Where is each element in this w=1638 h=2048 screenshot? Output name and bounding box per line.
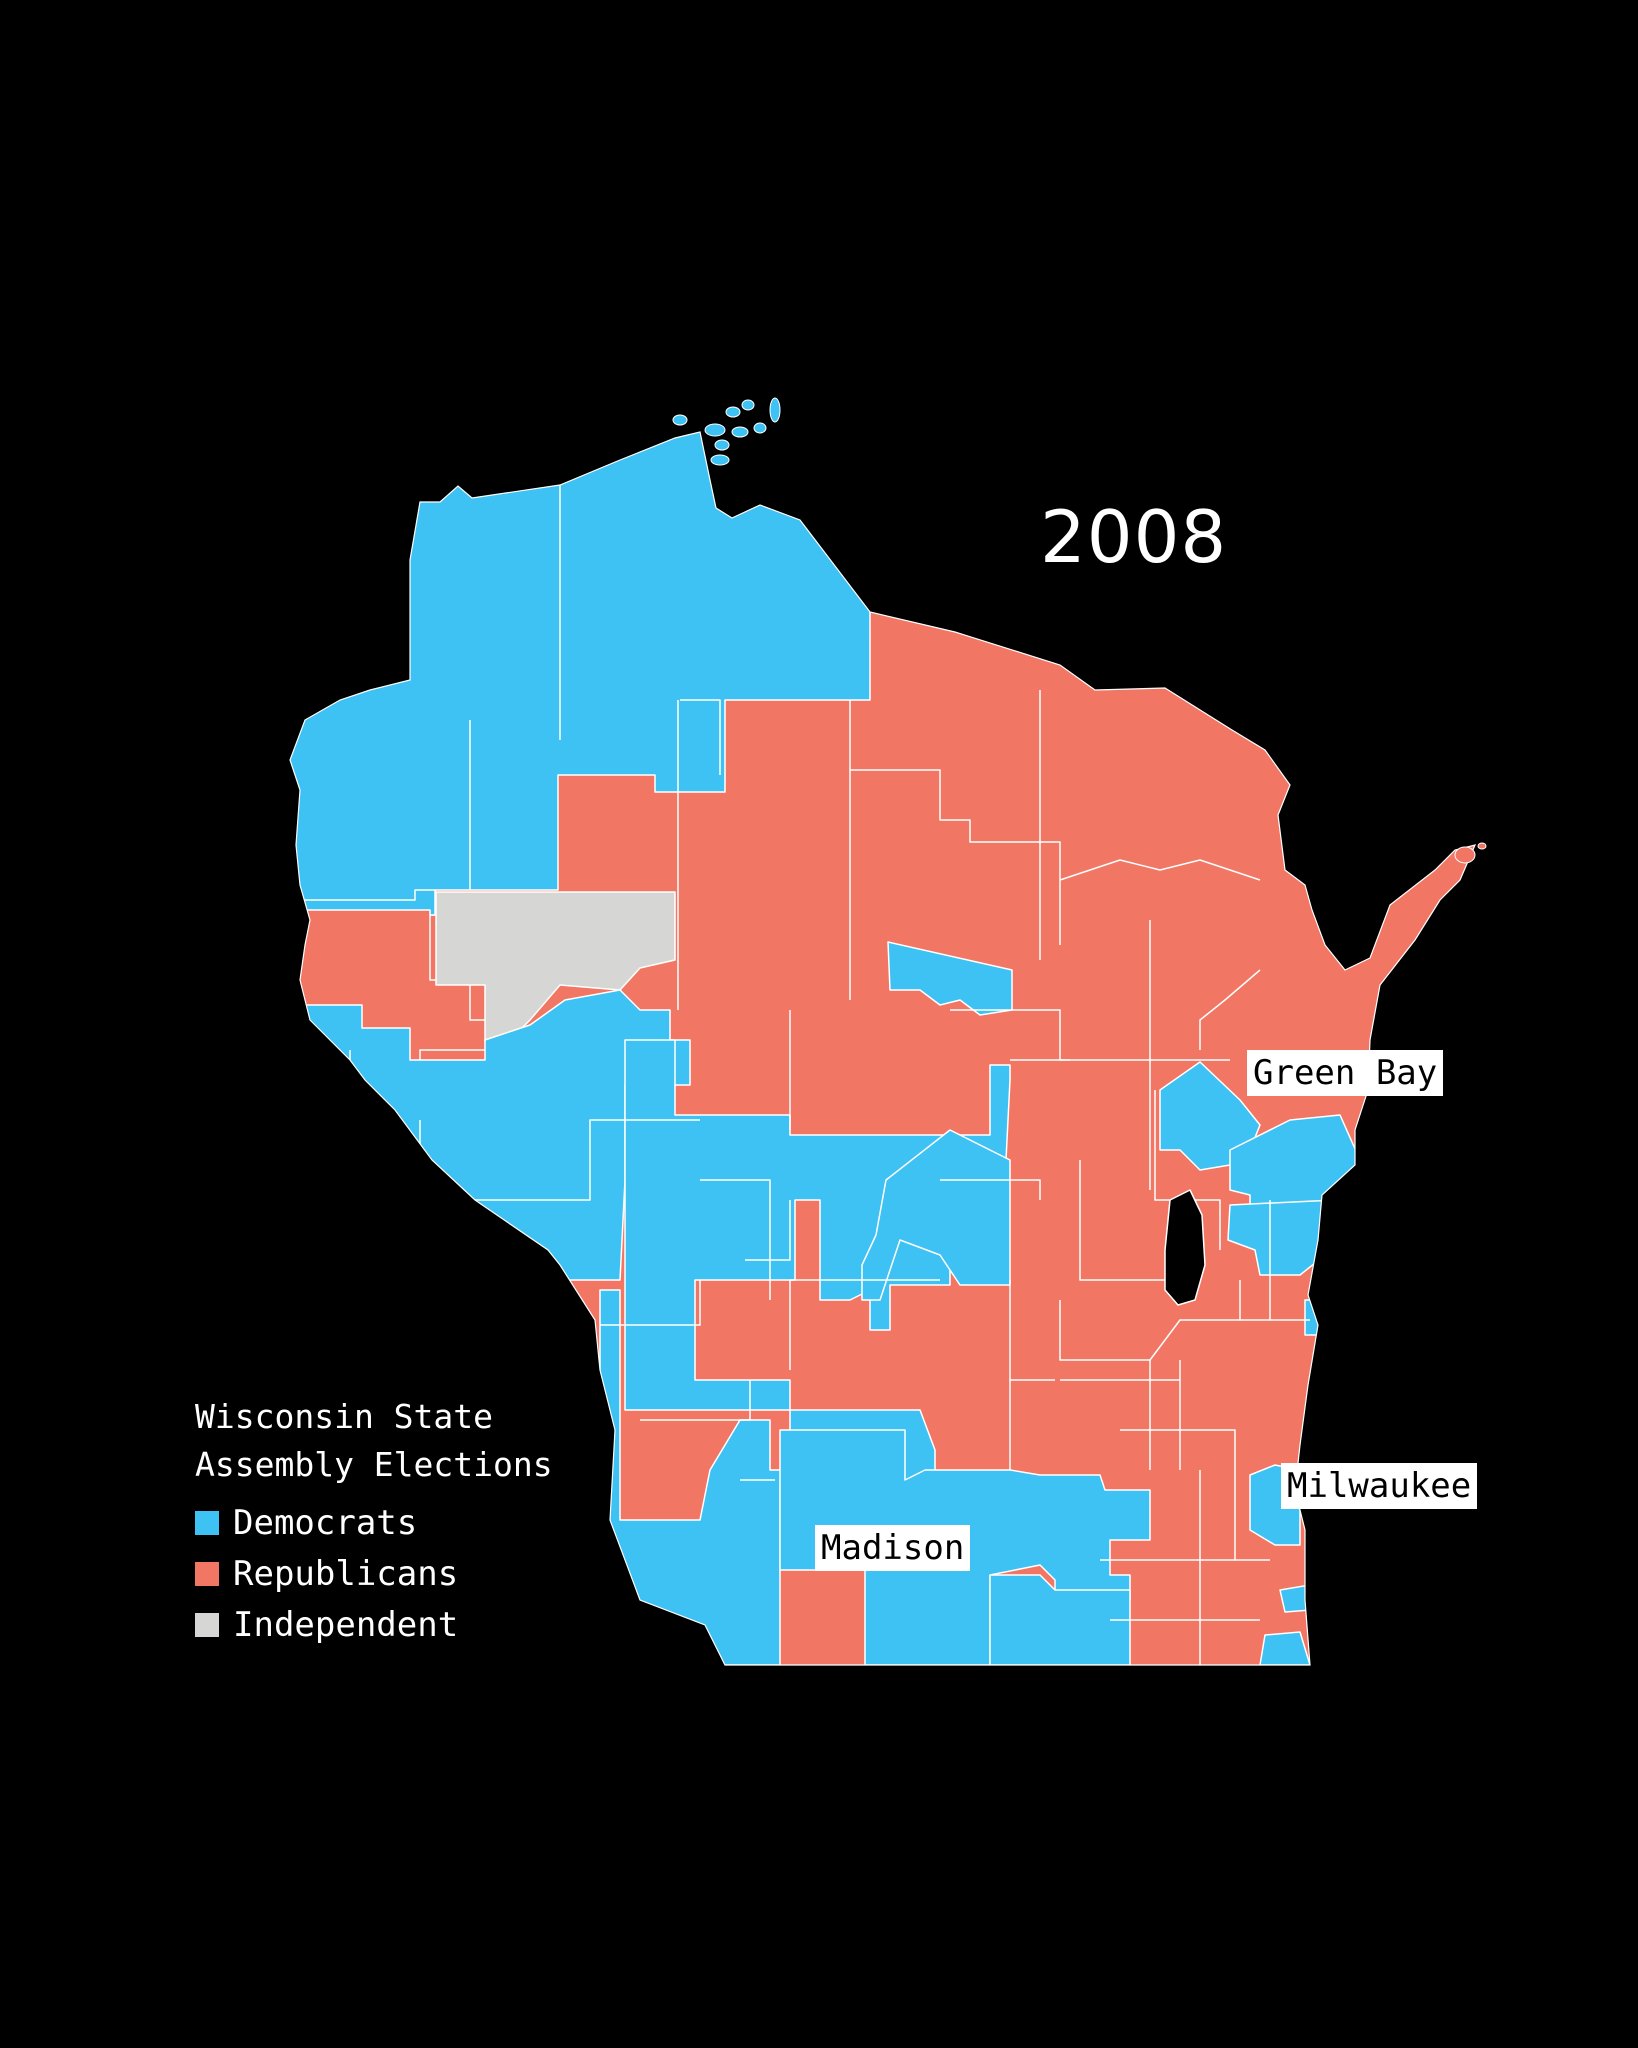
city-label-madison: Madison (815, 1525, 971, 1571)
district-southwest-dem (599, 1289, 801, 1665)
legend-item-democrats: Democrats (195, 1497, 553, 1548)
legend-title: Wisconsin State Assembly Elections (195, 1397, 553, 1484)
district-kenosha-dem (1259, 1631, 1311, 1665)
district-independent (435, 891, 676, 1043)
district-rock-dem (989, 1574, 1131, 1665)
city-label-green-bay: Green Bay (1247, 1050, 1444, 1096)
door-islands (1454, 842, 1487, 864)
district-north-central-dem (887, 941, 1013, 1016)
district-portage-dem (861, 1129, 1011, 1301)
legend-item-republicans: Republicans (195, 1548, 553, 1599)
legend-label-independent: Independent (233, 1604, 459, 1645)
legend-swatch-democrats (195, 1510, 219, 1535)
legend-label-republicans: Republicans (233, 1553, 459, 1594)
legend-label-democrats: Democrats (233, 1502, 418, 1543)
lake-winnebago (1164, 1189, 1206, 1306)
apostle-islands (672, 397, 781, 466)
legend-item-independent: Independent (195, 1599, 553, 1650)
map-legend: Wisconsin State Assembly Elections Democ… (195, 1393, 553, 1650)
legend-swatch-republicans (195, 1561, 219, 1586)
city-label-milwaukee: Milwaukee (1281, 1463, 1478, 1509)
legend-swatch-independent (195, 1612, 219, 1637)
year-label: 2008 (1040, 495, 1228, 579)
state-outline (289, 431, 1477, 1666)
